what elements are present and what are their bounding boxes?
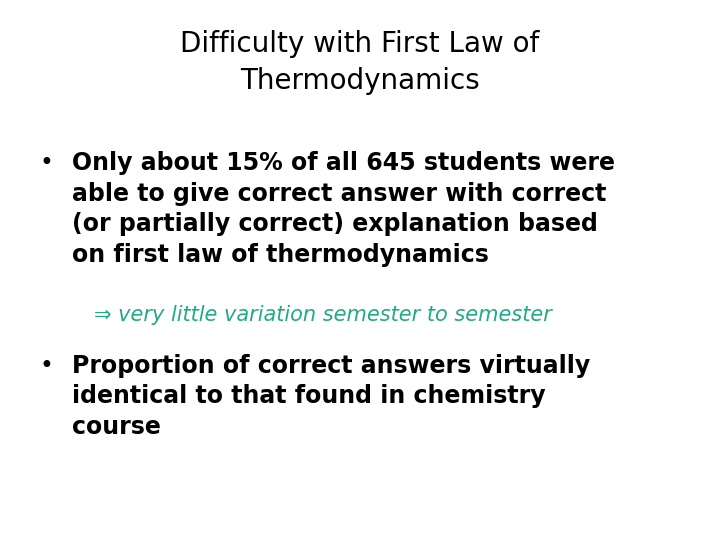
Text: •: • [40, 151, 53, 175]
Text: Difficulty with First Law of
Thermodynamics: Difficulty with First Law of Thermodynam… [181, 30, 539, 94]
Text: ⇒ very little variation semester to semester: ⇒ very little variation semester to seme… [94, 305, 552, 325]
Text: Proportion of correct answers virtually
identical to that found in chemistry
cou: Proportion of correct answers virtually … [72, 354, 590, 439]
Text: •: • [40, 354, 53, 377]
Text: Only about 15% of all 645 students were
able to give correct answer with correct: Only about 15% of all 645 students were … [72, 151, 615, 267]
